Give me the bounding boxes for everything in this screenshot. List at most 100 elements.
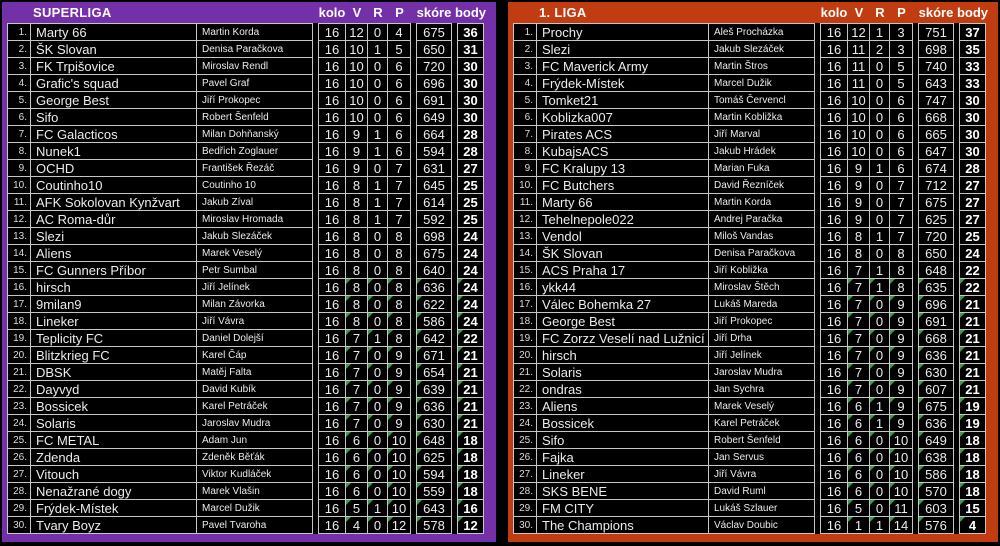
wins-cell: 7 xyxy=(848,261,870,279)
table-row: 7. FC Galacticos Milan Dohňanský 16 9 1 … xyxy=(7,125,484,143)
draws-cell: 0 xyxy=(368,312,388,330)
points-cell: 21 xyxy=(959,312,986,330)
kolo-cell: 16 xyxy=(318,193,346,211)
score-cell: 671 xyxy=(416,346,452,364)
table-row: 15. ACS Praha 17 Jiří Kobližka 16 7 1 8 … xyxy=(513,261,986,279)
table-row: 3. FC Maverick Army Martin Štros 16 11 0… xyxy=(513,57,986,75)
team-cell: FC METAL xyxy=(31,431,197,449)
kolo-cell: 16 xyxy=(820,278,848,296)
points-cell: 27 xyxy=(959,210,986,228)
wins-cell: 10 xyxy=(346,74,368,92)
col-header-p: P xyxy=(395,5,404,20)
score-cell: 630 xyxy=(416,414,452,432)
team-cell: FC Butchers xyxy=(537,176,709,194)
losses-cell: 8 xyxy=(388,295,411,313)
table-row: 26. Fajka Jan Servus 16 6 0 10 638 18 xyxy=(513,448,986,466)
draws-cell: 1 xyxy=(368,499,388,517)
table-row: 15. FC Gunners Příbor Petr Sumbal 16 8 0… xyxy=(7,261,484,279)
kolo-cell: 16 xyxy=(820,125,848,143)
table-row: 12. Tehelnepole022 Andrej Paračka 16 9 0… xyxy=(513,210,986,228)
kolo-cell: 16 xyxy=(318,397,346,415)
team-cell: Teplicity FC xyxy=(31,329,197,347)
score-cell: 645 xyxy=(416,176,452,194)
points-cell: 12 xyxy=(457,516,484,534)
kolo-cell: 16 xyxy=(318,295,346,313)
table-row: 28. Nenažrané dogy Marek Vlašin 16 6 0 1… xyxy=(7,482,484,500)
table-row: 29. Frýdek-Místek Marcel Dužik 16 5 1 10… xyxy=(7,499,484,517)
wins-cell: 7 xyxy=(848,312,870,330)
score-cell: 665 xyxy=(918,125,954,143)
player-cell: Marek Veselý xyxy=(709,397,815,415)
kolo-cell: 16 xyxy=(318,482,346,500)
table-row: 10. Coutinho10 Coutinho 10 16 8 1 7 645 … xyxy=(7,176,484,194)
kolo-cell: 16 xyxy=(820,40,848,58)
losses-cell: 9 xyxy=(388,380,411,398)
score-cell: 631 xyxy=(416,159,452,177)
wins-cell: 9 xyxy=(848,159,870,177)
rank-cell: 10. xyxy=(513,176,537,194)
rank-cell: 12. xyxy=(513,210,537,228)
player-cell: Jakub Zíval xyxy=(197,193,313,211)
score-cell: 751 xyxy=(918,23,954,41)
team-cell: FC Gunners Příbor xyxy=(31,261,197,279)
score-cell: 642 xyxy=(416,329,452,347)
table-row: 11. AFK Sokolovan Kynžvart Jakub Zíval 1… xyxy=(7,193,484,211)
draws-cell: 1 xyxy=(368,210,388,228)
wins-cell: 8 xyxy=(346,312,368,330)
player-cell: Marcel Dužik xyxy=(709,74,815,92)
wins-cell: 8 xyxy=(346,193,368,211)
kolo-cell: 16 xyxy=(820,142,848,160)
wins-cell: 8 xyxy=(346,176,368,194)
wins-cell: 7 xyxy=(848,363,870,381)
wins-cell: 5 xyxy=(346,499,368,517)
score-cell: 649 xyxy=(416,108,452,126)
draws-cell: 0 xyxy=(368,363,388,381)
points-cell: 30 xyxy=(457,57,484,75)
points-cell: 22 xyxy=(959,261,986,279)
kolo-cell: 16 xyxy=(318,380,346,398)
player-cell: Jiří Marval xyxy=(709,125,815,143)
points-cell: 30 xyxy=(959,125,986,143)
losses-cell: 8 xyxy=(388,244,411,262)
player-cell: Aleš Procházka xyxy=(709,23,815,41)
score-cell: 720 xyxy=(416,57,452,75)
kolo-cell: 16 xyxy=(318,40,346,58)
team-cell: FC Galacticos xyxy=(31,125,197,143)
wins-cell: 6 xyxy=(848,482,870,500)
table-row: 27. Vitouch Viktor Kudláček 16 6 0 10 59… xyxy=(7,465,484,483)
kolo-cell: 16 xyxy=(318,346,346,364)
rank-cell: 26. xyxy=(513,448,537,466)
losses-cell: 6 xyxy=(890,142,913,160)
table-row: 3. FK Trpišovice Miroslav Rendl 16 10 0 … xyxy=(7,57,484,75)
points-cell: 24 xyxy=(457,278,484,296)
team-cell: Sifo xyxy=(31,108,197,126)
team-cell: Tvary Boyz xyxy=(31,516,197,534)
score-cell: 691 xyxy=(416,91,452,109)
draws-cell: 0 xyxy=(870,142,890,160)
player-cell: Miroslav Rendl xyxy=(197,57,313,75)
team-cell: Koblizka007 xyxy=(537,108,709,126)
draws-cell: 0 xyxy=(870,448,890,466)
table-row: 6. Sifo Robert Šenfeld 16 10 0 6 649 30 xyxy=(7,108,484,126)
kolo-cell: 16 xyxy=(820,193,848,211)
team-cell: Vitouch xyxy=(31,465,197,483)
rank-cell: 25. xyxy=(513,431,537,449)
score-cell: 674 xyxy=(918,159,954,177)
losses-cell: 8 xyxy=(388,329,411,347)
team-cell: Marty 66 xyxy=(537,193,709,211)
wins-cell: 8 xyxy=(346,227,368,245)
losses-cell: 4 xyxy=(388,23,411,41)
wins-cell: 1 xyxy=(848,516,870,534)
kolo-cell: 16 xyxy=(318,363,346,381)
table-row: 21. DBSK Matěj Falta 16 7 0 9 654 21 xyxy=(7,363,484,381)
losses-cell: 10 xyxy=(890,448,913,466)
draws-cell: 0 xyxy=(870,499,890,517)
kolo-cell: 16 xyxy=(318,142,346,160)
losses-cell: 9 xyxy=(890,346,913,364)
rank-cell: 2. xyxy=(7,40,31,58)
score-cell: 570 xyxy=(918,482,954,500)
losses-cell: 8 xyxy=(388,227,411,245)
col-header-v: V xyxy=(854,5,864,20)
player-cell: Coutinho 10 xyxy=(197,176,313,194)
losses-cell: 6 xyxy=(890,91,913,109)
